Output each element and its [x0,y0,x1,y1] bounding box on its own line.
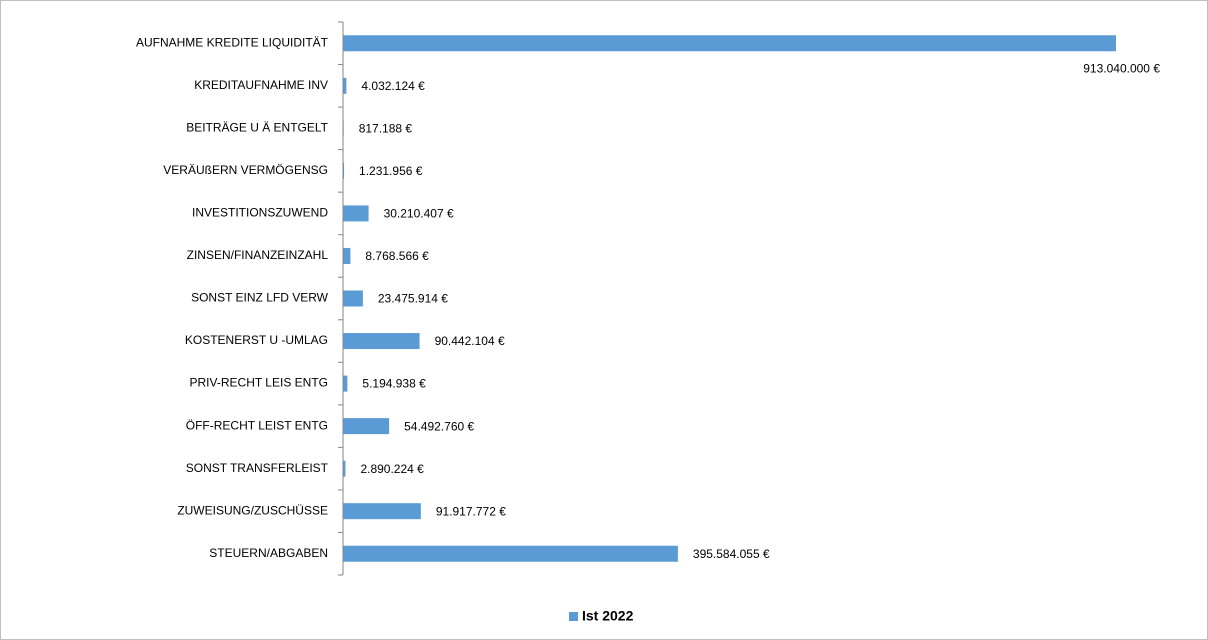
bar [343,205,369,222]
bar [343,162,345,179]
legend-label: Ist 2022 [582,608,634,624]
data-label: 5.194.938 € [362,377,426,391]
data-label: 2.890.224 € [360,462,424,476]
data-label: 23.475.914 € [378,292,448,306]
bar [343,545,678,562]
bar [343,290,363,307]
bar [343,333,420,350]
data-label: 395.584.055 € [693,547,770,561]
legend-swatch [569,612,578,621]
category-label: KREDITAUFNAHME INV [194,78,328,92]
category-label: BEITRÄGE U Ä ENTGELT [186,121,328,135]
data-label: 90.442.104 € [435,334,505,348]
category-label: SONST TRANSFERLEIST [186,461,329,475]
category-label: ZINSEN/FINANZEINZAHL [187,248,329,262]
bar [343,418,390,435]
bar [343,247,351,264]
data-label: 913.040.000 € [1083,61,1160,75]
data-label: 1.231.956 € [359,164,423,178]
category-label: VERÄUßERN VERMÖGENSG [163,163,328,177]
category-label: PRIV-RECHT LEIS ENTG [190,376,328,390]
bar [343,460,346,477]
bar [343,77,347,94]
data-label: 8.768.566 € [365,249,429,263]
data-label: 54.492.760 € [404,419,474,433]
bar [343,375,348,392]
bar [343,35,1116,52]
category-label: ZUWEISUNG/ZUSCHÜSSE [177,503,328,517]
data-label: 30.210.407 € [384,207,454,221]
category-label: KOSTENERST U -UMLAG [185,333,328,347]
data-label: 91.917.772 € [436,504,506,518]
category-label: STEUERN/ABGABEN [209,546,328,560]
category-label: INVESTITIONSZUWEND [192,206,328,220]
category-label: AUFNAHME KREDITE LIQUIDITÄT [136,35,329,49]
bar [343,503,421,520]
data-label: 817.188 € [359,122,413,136]
category-label: SONST EINZ LFD VERW [191,291,329,305]
category-label: ÖFF-RECHT LEIST ENTG [186,418,328,432]
data-label: 4.032.124 € [361,79,425,93]
